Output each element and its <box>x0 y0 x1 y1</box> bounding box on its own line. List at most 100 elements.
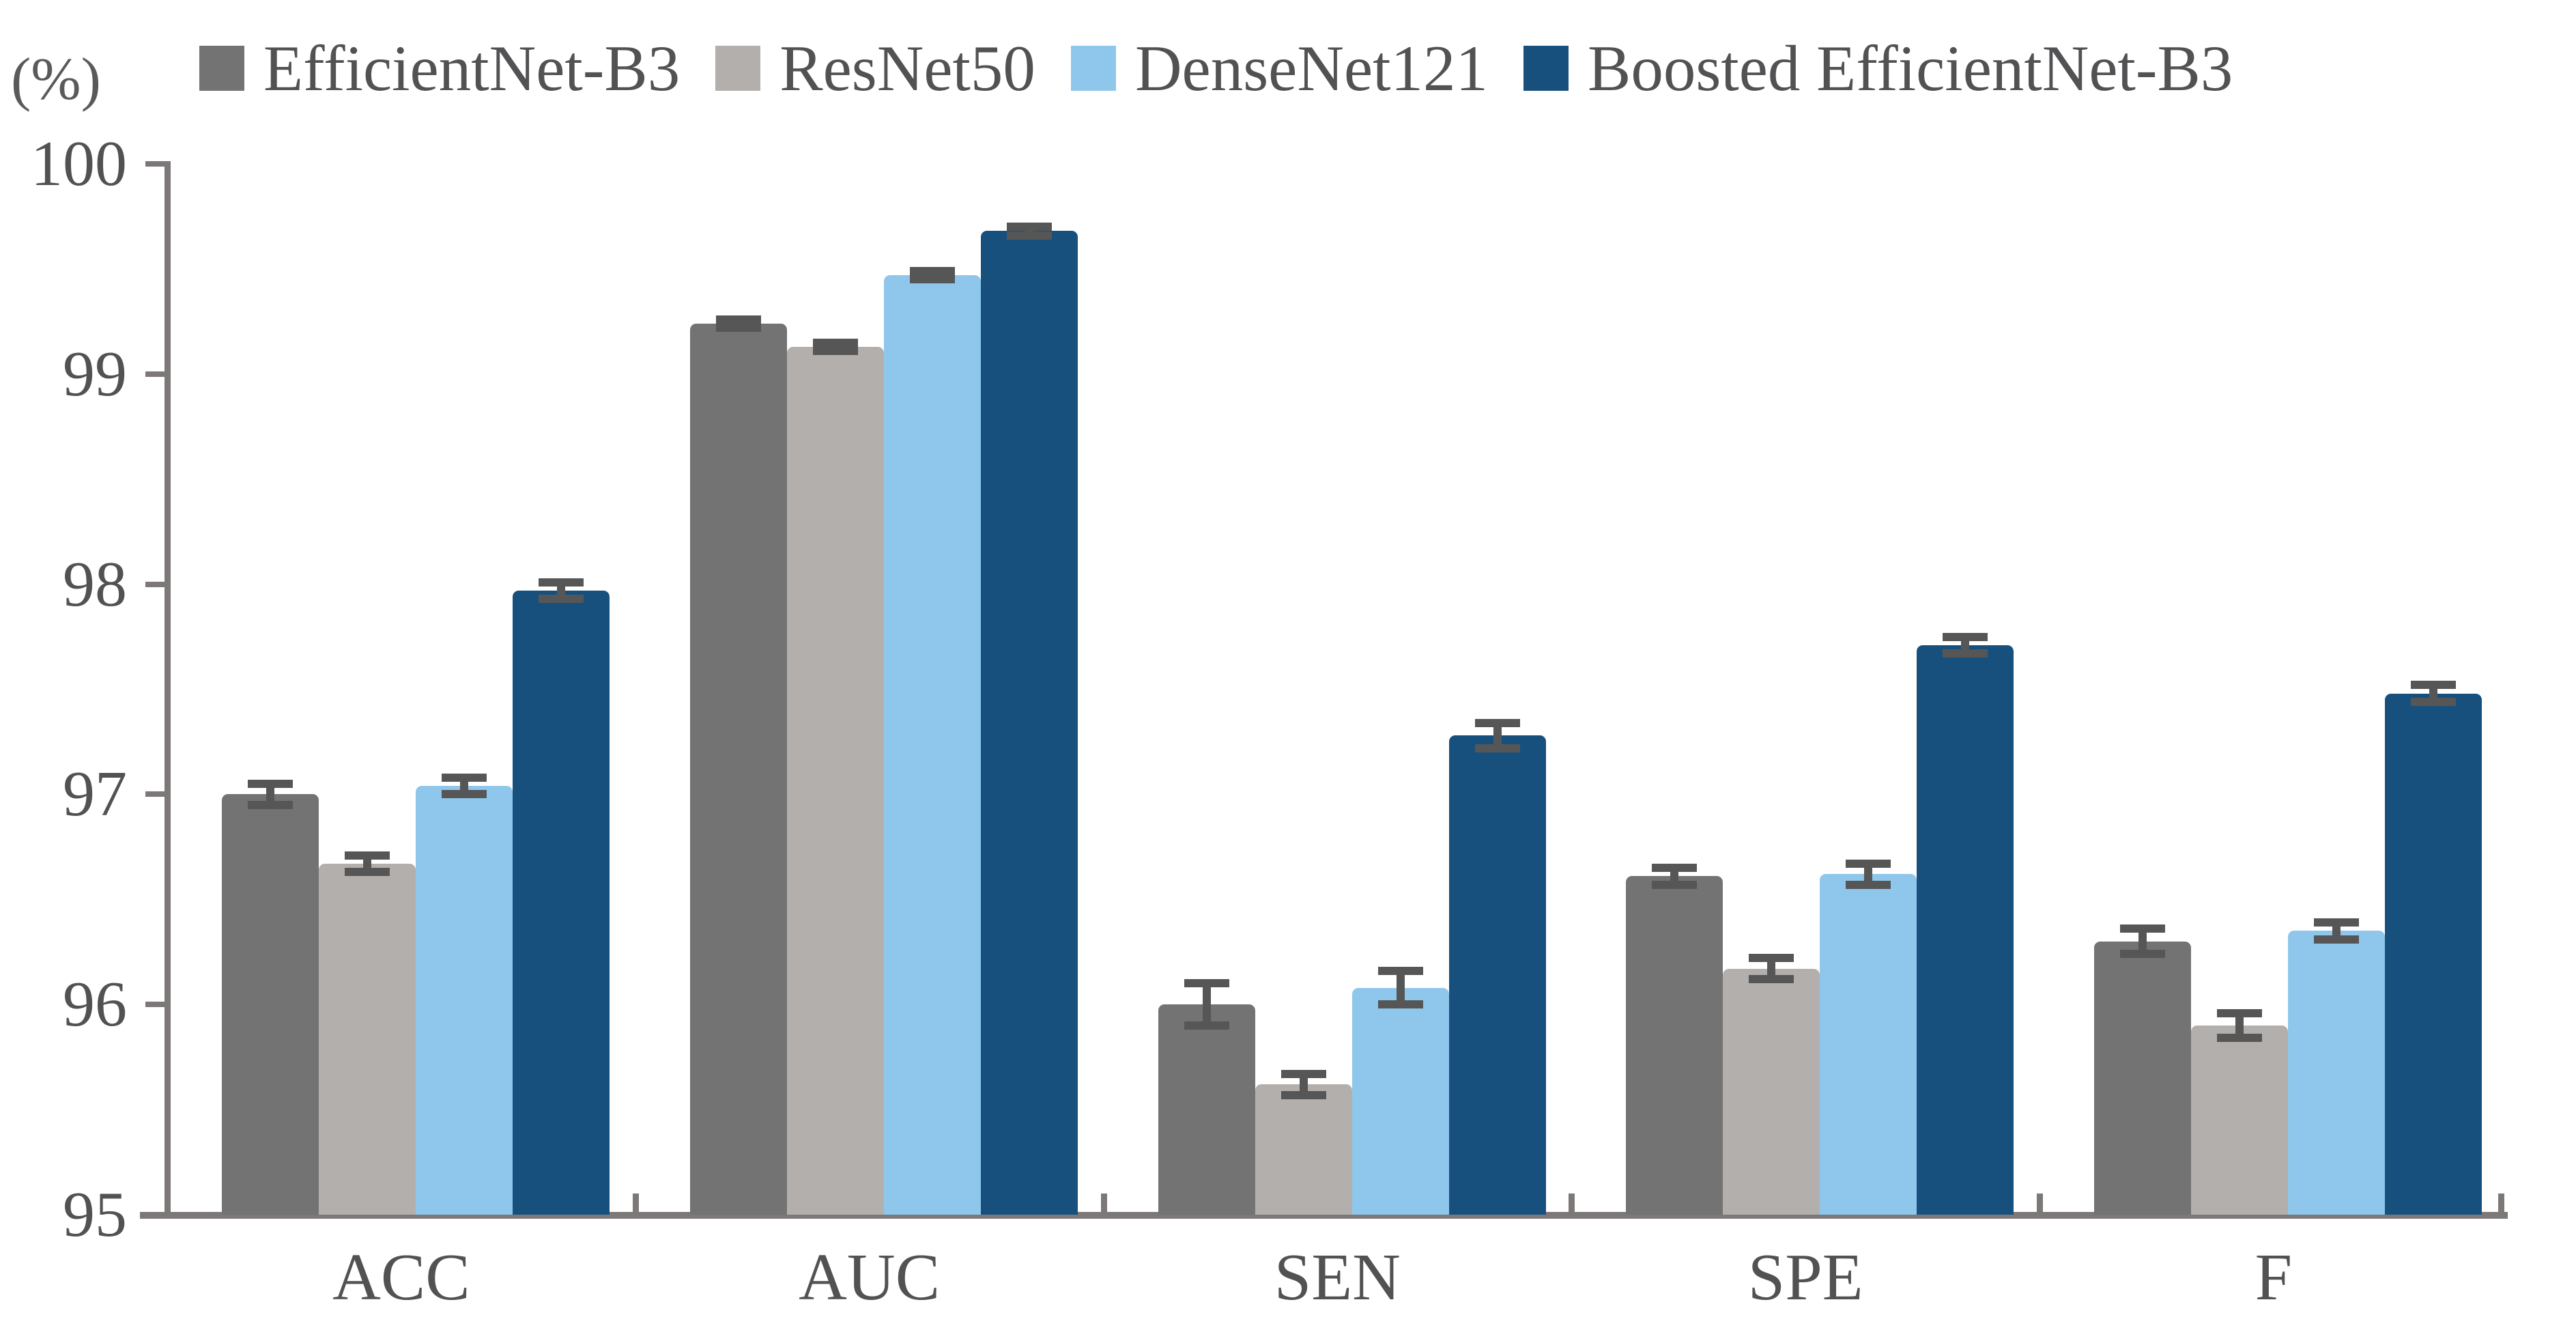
error-bar-cap-top <box>1280 1069 1326 1078</box>
y-axis-tick-label: 96 <box>63 969 127 1041</box>
bar-auc-series-2 <box>883 275 981 1215</box>
y-axis-tick <box>145 1002 167 1008</box>
chart-legend: EfficientNet-B3 ResNet50 DenseNet121 Booste… <box>199 19 2233 117</box>
bar-acc-series-1 <box>319 863 416 1215</box>
error-bar-cap-bottom <box>539 595 584 604</box>
bar-spe-series-2 <box>1820 874 1917 1215</box>
error-bar-stem <box>1767 958 1776 980</box>
x-axis-category-label: ACC <box>332 1241 470 1314</box>
error-bar-cap-top <box>442 773 487 782</box>
bar-spe-series-3 <box>1917 645 2014 1215</box>
y-axis-tick-label: 97 <box>63 759 127 830</box>
error-bar-cap-bottom <box>1280 1090 1326 1099</box>
x-axis-category-label: SEN <box>1274 1241 1401 1314</box>
legend-item-2: DenseNet121 <box>1070 31 1489 104</box>
error-bar-stem <box>2138 929 2147 955</box>
error-bar-cap-top <box>2120 924 2165 933</box>
error-bar-cap-bottom <box>812 346 858 355</box>
error-bar-cap-bottom <box>2217 1034 2262 1043</box>
error-bar-cap-top <box>2217 1008 2262 1017</box>
error-bar-stem <box>2235 1013 2244 1039</box>
error-bar-cap-top <box>1749 954 1794 963</box>
error-bar-cap-top <box>539 578 584 587</box>
error-bar-cap-bottom <box>1377 1000 1423 1009</box>
legend-label: DenseNet121 <box>1134 31 1489 104</box>
error-bar-cap-bottom <box>1846 880 1891 889</box>
legend-item-3: Boosted EfficientNet-B3 <box>1523 36 2233 101</box>
y-axis-tick <box>145 1212 167 1217</box>
y-axis-unit-label: (%) <box>11 46 101 113</box>
bar-acc-series-2 <box>416 786 513 1215</box>
x-axis-boundary-tick <box>1100 1193 1107 1213</box>
error-bar-cap-top <box>345 851 390 860</box>
error-bar-cap-bottom <box>1652 880 1698 889</box>
x-axis-boundary-tick <box>1569 1193 1575 1213</box>
error-bar-cap-bottom <box>248 800 293 809</box>
error-bar-cap-top <box>2314 918 2359 927</box>
bar-auc-series-3 <box>980 231 1078 1215</box>
error-bar-stem <box>363 855 371 873</box>
bar-acc-series-0 <box>222 794 319 1215</box>
error-bar-cap-top <box>1846 859 1891 868</box>
error-bar-cap-top <box>812 338 858 347</box>
bar-f-series-2 <box>2288 931 2385 1215</box>
bar-spe-series-1 <box>1723 968 1820 1215</box>
x-axis-line <box>140 1212 2508 1219</box>
y-axis-line <box>164 161 171 1218</box>
error-bar-cap-top <box>715 315 761 324</box>
legend-swatch-icon <box>715 46 761 91</box>
error-bar-cap-bottom <box>1474 744 1520 752</box>
error-bar-cap-top <box>1652 864 1698 873</box>
error-bar-stem <box>1864 863 1873 885</box>
bar-spe-series-0 <box>1626 876 1723 1215</box>
x-axis-boundary-tick <box>2037 1193 2043 1213</box>
y-axis-tick-label: 98 <box>63 548 127 620</box>
legend-swatch-icon <box>1523 46 1569 91</box>
error-bar-cap-top <box>1006 223 1052 231</box>
error-bar-cap-top <box>2411 681 2456 690</box>
error-bar-cap-top <box>1377 966 1423 975</box>
y-axis-tick <box>145 791 167 797</box>
error-bar-cap-top <box>1474 718 1520 727</box>
y-axis-tick <box>145 161 167 167</box>
legend-label: ResNet50 <box>779 31 1035 104</box>
bar-f-series-0 <box>2094 941 2191 1215</box>
error-bar-cap-bottom <box>1943 649 1988 658</box>
y-axis-tick-label: 100 <box>31 128 127 199</box>
error-bar-cap-bottom <box>1749 975 1794 984</box>
error-bar-cap-bottom <box>2120 950 2165 959</box>
bar-sen-series-3 <box>1448 735 1546 1215</box>
error-bar-stem <box>1299 1073 1308 1095</box>
legend-label: Boosted EfficientNet-B3 <box>1588 31 2233 104</box>
error-bar-stem <box>1493 722 1502 748</box>
error-bar-cap-bottom <box>1184 1021 1229 1030</box>
legend-swatch-icon <box>199 46 244 91</box>
error-bar-stem <box>2332 922 2341 940</box>
y-axis-tick-label: 95 <box>63 1179 127 1250</box>
error-bar-stem <box>1202 983 1211 1026</box>
legend-swatch-icon <box>1070 46 1116 91</box>
error-bar-cap-bottom <box>2314 935 2359 944</box>
legend-item-0: EfficientNet-B3 <box>199 36 680 101</box>
error-bar-cap-bottom <box>909 275 955 284</box>
x-axis-end-tick <box>2498 1193 2504 1213</box>
error-bar-cap-bottom <box>1006 231 1052 240</box>
error-bar-stem <box>1670 868 1679 885</box>
error-bar-stem <box>460 777 468 795</box>
bar-f-series-1 <box>2191 1025 2288 1215</box>
legend-item-1: ResNet50 <box>715 36 1035 101</box>
error-bar-stem <box>2429 685 2437 702</box>
bar-sen-series-0 <box>1158 1004 1255 1215</box>
y-axis-tick <box>145 581 167 587</box>
x-axis-boundary-tick <box>632 1193 639 1213</box>
error-bar-cap-top <box>1184 979 1229 988</box>
error-bar-stem <box>1961 636 1970 654</box>
error-bar-cap-bottom <box>345 868 390 877</box>
x-axis-category-label: AUC <box>799 1241 941 1314</box>
error-bar-cap-bottom <box>2411 697 2456 706</box>
error-bar-stem <box>266 784 274 805</box>
bar-auc-series-0 <box>689 323 787 1215</box>
bar-acc-series-3 <box>513 590 610 1215</box>
error-bar-cap-bottom <box>442 790 487 799</box>
